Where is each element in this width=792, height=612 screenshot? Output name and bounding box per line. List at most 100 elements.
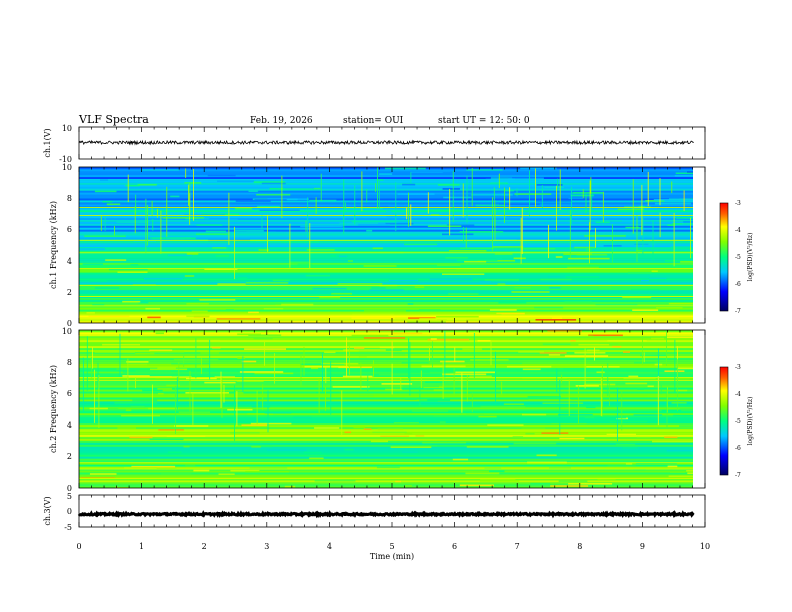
p2-texture-cell bbox=[250, 422, 292, 425]
p2-texture-cell bbox=[440, 360, 465, 363]
p1-texture-cell bbox=[549, 287, 561, 289]
start-time-label: start UT = 12: 50: 0 bbox=[438, 116, 530, 126]
p1-texture-cell bbox=[427, 209, 460, 212]
p2-texture-cell bbox=[253, 337, 273, 340]
ch3-ytick-bottom: -5 bbox=[64, 523, 72, 532]
p2-texture-cell bbox=[344, 431, 352, 434]
p2-band-strip bbox=[79, 446, 694, 449]
p1-band-strip bbox=[79, 174, 694, 178]
ch3-waveform-trace bbox=[77, 509, 695, 519]
p1-band-strip bbox=[79, 321, 694, 323]
p2-texture-cell bbox=[647, 385, 654, 388]
ch3-ytick-top: 5 bbox=[67, 492, 72, 501]
p2-texture-cell bbox=[427, 338, 469, 341]
p2-texture-cell bbox=[254, 372, 294, 375]
xtick-label: 1 bbox=[139, 542, 144, 551]
p1-texture-cell bbox=[496, 258, 502, 260]
ch3-waveform-frame bbox=[78, 494, 706, 528]
ch2-ytick-label: 10 bbox=[62, 327, 72, 336]
p1-texture-cell bbox=[567, 266, 599, 269]
p1-band-strip bbox=[79, 184, 694, 187]
p2-texture-cell bbox=[324, 351, 336, 354]
p1-band-strip bbox=[79, 231, 694, 234]
p1-texture-cell bbox=[184, 182, 202, 184]
p1-texture-cell bbox=[391, 190, 426, 193]
p1-band-strip bbox=[79, 276, 694, 279]
p2-texture-cell bbox=[149, 438, 184, 441]
p1-texture-cell bbox=[641, 279, 649, 282]
p2-band-strip bbox=[79, 397, 694, 400]
p2-texture-cell bbox=[185, 392, 229, 394]
p1-texture-cell bbox=[436, 315, 479, 318]
ch2-colorbar-tick: -4 bbox=[735, 391, 741, 398]
p2-texture-cell bbox=[548, 354, 561, 356]
p2-texture-cell bbox=[122, 375, 150, 377]
p2-texture-cell bbox=[433, 389, 443, 391]
p2-band-strip bbox=[79, 414, 694, 418]
p0-trace-path bbox=[78, 139, 694, 146]
p2-band-strip bbox=[79, 387, 694, 390]
p1-texture-cell bbox=[459, 231, 504, 233]
p1-texture-cell bbox=[669, 198, 691, 201]
ch1-colorbar-tick: -4 bbox=[735, 227, 741, 234]
p1-band-strip bbox=[79, 297, 694, 300]
p1-texture-cell bbox=[385, 222, 414, 225]
ch2-spectrogram-panel: 0 2 4 6 8 10 ch.2 Frequency (kHz) -3 -4 … bbox=[49, 327, 754, 493]
xtick-label: 2 bbox=[202, 542, 207, 551]
p1-texture-cell bbox=[309, 199, 337, 202]
ch1-spectrogram-spikes bbox=[100, 167, 691, 280]
p2-texture-cell bbox=[541, 432, 569, 434]
p1-texture-cell bbox=[141, 169, 179, 171]
p2-texture-cell bbox=[479, 480, 520, 482]
p1-texture-cell bbox=[198, 218, 238, 221]
p2-texture-cell bbox=[530, 483, 551, 485]
p2-texture-cell bbox=[549, 467, 571, 470]
p1-texture-cell bbox=[109, 268, 148, 271]
p1-texture-cell bbox=[92, 304, 105, 306]
p2-texture-cell bbox=[623, 351, 630, 353]
p2-band-strip bbox=[79, 389, 694, 392]
p2-texture-cell bbox=[174, 425, 209, 427]
p1-texture-cell bbox=[291, 321, 321, 323]
p1-texture-cell bbox=[506, 215, 523, 218]
p2-texture-cell bbox=[671, 402, 687, 404]
p2-band-strip bbox=[79, 395, 694, 398]
p2-texture-cell bbox=[150, 350, 185, 353]
p2-texture-cell bbox=[385, 388, 403, 391]
p2-texture-cell bbox=[455, 371, 496, 374]
p2-texture-cell bbox=[342, 375, 373, 378]
p2-texture-cell bbox=[193, 339, 221, 342]
p1-texture-cell bbox=[196, 233, 228, 235]
p2-texture-cell bbox=[588, 334, 623, 337]
p1-texture-cell bbox=[245, 282, 289, 284]
p1-band-strip bbox=[79, 287, 694, 291]
p2-texture-cell bbox=[586, 366, 620, 368]
p2-texture-cell bbox=[89, 473, 117, 475]
p2-texture-cell bbox=[664, 370, 685, 372]
p2-band-strip bbox=[79, 478, 694, 481]
p1-band-strip bbox=[79, 293, 694, 296]
p2-texture-cell bbox=[379, 373, 409, 376]
p1-texture-cell bbox=[147, 316, 161, 319]
ch1-colorbar-label: log(PSD)(V²/Hz) bbox=[747, 233, 754, 282]
p1-texture-cell bbox=[437, 264, 461, 266]
p1-texture-cell bbox=[625, 226, 640, 229]
ch1-ytick-label: 0 bbox=[67, 319, 72, 328]
p1-texture-cell bbox=[599, 286, 612, 289]
ch2-colorbar-tick: -6 bbox=[735, 445, 741, 452]
p1-band-strip bbox=[79, 192, 694, 195]
p1-texture-cell bbox=[106, 203, 121, 206]
p1-band-strip bbox=[79, 176, 694, 179]
p2-texture-cell bbox=[241, 424, 268, 426]
ch1-ytick-label: 4 bbox=[67, 257, 72, 266]
p2-texture-cell bbox=[84, 371, 123, 374]
p1-band-strip bbox=[79, 207, 694, 211]
p2-band-strip bbox=[79, 474, 694, 477]
ch1-colorbar-tick: -5 bbox=[735, 254, 741, 261]
p1-texture-cell bbox=[248, 190, 258, 192]
p1-texture-cell bbox=[267, 198, 309, 200]
p2-texture-cell bbox=[115, 486, 129, 488]
p1-texture-cell bbox=[573, 292, 582, 295]
p1-texture-cell bbox=[143, 278, 183, 280]
p1-texture-cell bbox=[628, 271, 652, 274]
